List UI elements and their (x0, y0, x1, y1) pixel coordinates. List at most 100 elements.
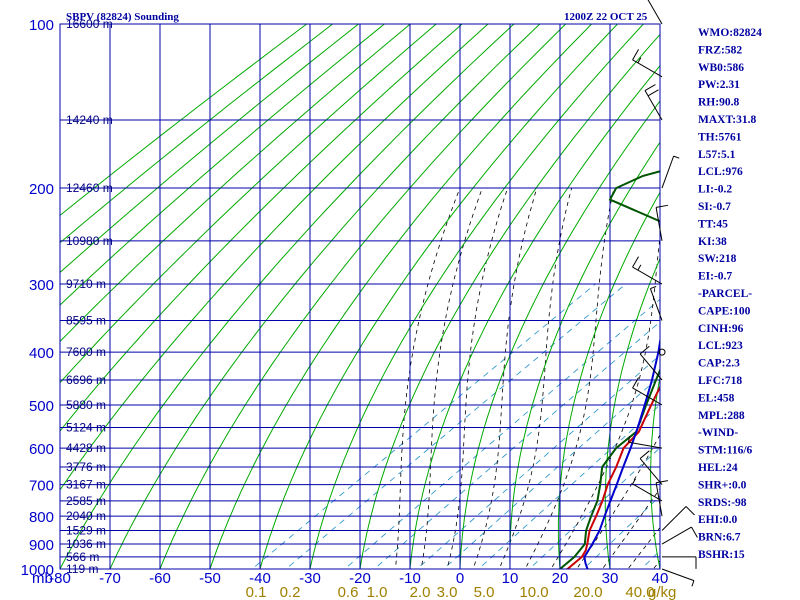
temperature-tick-label: -10 (399, 570, 421, 587)
dry-adiabat-line (309, 24, 644, 569)
dry-adiabat-line (779, 24, 800, 581)
index-entry: EHI:0.0 (698, 514, 738, 526)
mixing-ratio-label: 40.0 (625, 584, 654, 600)
dewpoint-trace (557, 170, 660, 569)
dry-adiabat-line (159, 24, 567, 569)
wind-barb (632, 478, 663, 502)
wind-barb-shaft (661, 526, 692, 545)
dry-adiabat-line (60, 24, 411, 343)
plot-frame (59, 23, 661, 570)
dry-adiabat-line (409, 64, 660, 569)
mixing-ratio-label: 0.6 (338, 584, 359, 600)
height-tick-label: 4428 m (66, 441, 106, 455)
index-entry: CAP:2.3 (698, 358, 740, 370)
wind-barb-shaft (661, 506, 687, 531)
height-tick-label: 3776 m (66, 460, 106, 474)
wind-barb-flag (691, 526, 698, 538)
temperature-tick-label: 30 (602, 570, 619, 587)
chart-text: SBPV (82824) Sounding 1200Z 22 OCT 25 (66, 11, 648, 23)
indices-panel: WMO:82824 FRZ:582 WB0:586 PW:2.31 RH:90.8 MAX… (698, 27, 762, 561)
chart-title: SBPV (82824) Sounding (66, 11, 179, 23)
wind-barb-flag (639, 345, 650, 355)
dry-adiabat-line (604, 257, 660, 569)
wind-barb-flag (632, 377, 639, 389)
mixing-ratio-line (285, 283, 627, 569)
moist-adiabat-line (524, 188, 615, 569)
height-tick-label: 9710 m (66, 277, 106, 291)
mixing-ratio-line (477, 404, 660, 569)
height-tick-label: 3167 m (66, 478, 106, 492)
index-entry: EL:458 (698, 392, 735, 404)
temperature-tick-label: -60 (149, 570, 171, 587)
index-entry: -PARCEL- (698, 288, 752, 300)
index-entry: BSHR:15 (698, 549, 745, 561)
wind-barb (644, 84, 663, 121)
height-tick-label: 7600 m (66, 345, 106, 359)
wind-barb-flag (656, 204, 669, 208)
moist-adiabat-line (627, 526, 660, 569)
index-entry: RH:90.8 (698, 97, 739, 109)
height-tick-label: 1529 m (66, 524, 106, 538)
moist-adiabat-line (498, 187, 572, 569)
wind-barb-shaft (632, 266, 663, 285)
height-tick-label: 10980 m (66, 234, 113, 248)
height-tick-label: 14240 m (66, 113, 113, 127)
wind-barb (661, 155, 680, 189)
mixing-ratio-line (416, 354, 660, 569)
pressure-unit-label: mb (32, 570, 53, 587)
wind-barb-flag (647, 89, 659, 97)
index-entry: CINH:96 (698, 323, 744, 335)
index-entry: EI:-0.7 (698, 271, 732, 283)
dry-adiabat-line (737, 24, 800, 581)
pressure-tick-label: 100 (29, 17, 54, 34)
height-tick-label: 8595 m (66, 314, 106, 328)
mixing-ratio-label: 5.0 (474, 584, 495, 600)
temperature-tick-label: 10 (502, 570, 519, 587)
dry-adiabats (60, 24, 800, 581)
height-tick-label: 12460 m (66, 181, 113, 195)
moist-adiabat-line (420, 187, 483, 569)
mixing-ratio-unit: g/kg (648, 584, 676, 600)
dry-adiabat-line (60, 24, 308, 217)
index-entry: SI:-0.7 (698, 201, 731, 213)
wind-barb-shaft (649, 288, 663, 321)
index-entry: CAPE:100 (698, 305, 751, 317)
wind-barb-flag (644, 84, 656, 91)
wind-barb (632, 377, 663, 406)
index-entry: LCL:976 (698, 166, 743, 178)
height-tick-label: 5124 m (66, 420, 106, 434)
chart-time: 1200Z 22 OCT 25 (564, 11, 648, 23)
pressure-tick-label: 800 (29, 509, 54, 526)
mixing-ratio-line (442, 375, 660, 569)
temperature-tick-label: -50 (199, 570, 221, 587)
wind-barb-shaft (632, 59, 663, 78)
index-entry: STM:116/6 (698, 445, 753, 457)
grid (60, 24, 660, 569)
wind-barb (632, 256, 663, 285)
wind-barb-shaft (655, 207, 663, 241)
wind-barb (661, 506, 695, 531)
index-entry: SRDS:-98 (698, 497, 747, 509)
dry-adiabat-line (459, 100, 660, 569)
temperature-tick-label: 20 (552, 570, 569, 587)
height-tick-label: 2040 m (66, 509, 106, 523)
wind-barb-shaft (628, 441, 663, 449)
wind-barb-flag (656, 480, 669, 484)
dry-adiabat-line (60, 24, 437, 384)
pressure-tick-label: 200 (29, 181, 54, 198)
wind-barb-shaft (639, 458, 663, 485)
mixing-ratio-label: 1.0 (367, 584, 388, 600)
index-entry: SHR+:0.0 (698, 479, 747, 491)
wind-barb (647, 0, 663, 25)
dry-adiabat-line (60, 24, 385, 306)
mixing-ratio-label: 20.0 (573, 584, 602, 600)
wind-barb-shaft (647, 0, 663, 25)
pressure-tick-label: 1000 (21, 562, 54, 579)
dry-adiabat-line (60, 24, 515, 569)
moist-adiabat-line (550, 232, 660, 569)
wind-barb-flag (673, 155, 680, 159)
sounding-traces (557, 170, 660, 569)
wind-barb (639, 345, 663, 381)
pressure-tick-label: 900 (29, 537, 54, 554)
